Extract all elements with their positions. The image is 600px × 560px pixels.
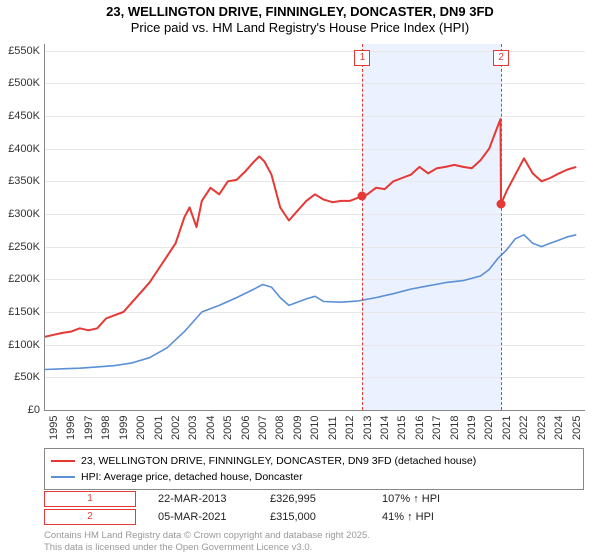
x-tick-label: 2000 — [135, 416, 147, 440]
x-tick-label: 1998 — [100, 416, 112, 440]
legend-item-price: 23, WELLINGTON DRIVE, FINNINGLEY, DONCAS… — [51, 453, 577, 469]
sale-vertical-line — [362, 44, 363, 410]
sale-marker-label: 1 — [354, 50, 370, 66]
x-tick-label: 2005 — [222, 416, 234, 440]
series-price — [45, 119, 576, 337]
sale-row-idx: 1 — [44, 491, 136, 507]
sale-row-date: 22-MAR-2013 — [158, 493, 248, 505]
credits: Contains HM Land Registry data © Crown c… — [44, 530, 370, 554]
sale-row-price: £326,995 — [270, 493, 360, 505]
chart-svg — [45, 44, 585, 410]
y-tick-label: £250K — [0, 241, 40, 253]
y-tick-label: £0 — [0, 404, 40, 416]
x-tick-label: 1996 — [65, 416, 77, 440]
title-line-1: 23, WELLINGTON DRIVE, FINNINGLEY, DONCAS… — [0, 4, 600, 20]
chart-title: 23, WELLINGTON DRIVE, FINNINGLEY, DONCAS… — [0, 0, 600, 37]
x-tick-label: 2021 — [501, 416, 513, 440]
sale-records: 1 22-MAR-2013 £326,995 107% ↑ HPI 2 05-MAR-20… — [44, 490, 472, 526]
x-tick-label: 2015 — [396, 416, 408, 440]
chart-legend: 23, WELLINGTON DRIVE, FINNINGLEY, DONCAS… — [44, 448, 584, 490]
legend-label-price: 23, WELLINGTON DRIVE, FINNINGLEY, DONCAS… — [81, 455, 476, 467]
sale-row: 2 05-MAR-2021 £315,000 41% ↑ HPI — [44, 508, 472, 526]
x-tick-label: 2006 — [240, 416, 252, 440]
x-tick-label: 2002 — [170, 416, 182, 440]
y-tick-label: £50K — [0, 371, 40, 383]
sale-row-pct: 41% ↑ HPI — [382, 511, 472, 523]
x-tick-label: 2017 — [431, 416, 443, 440]
x-tick-label: 2020 — [483, 416, 495, 440]
sale-row-pct: 107% ↑ HPI — [382, 493, 472, 505]
y-tick-label: £150K — [0, 306, 40, 318]
x-tick-label: 2023 — [536, 416, 548, 440]
y-tick-label: £350K — [0, 175, 40, 187]
sale-row-price: £315,000 — [270, 511, 360, 523]
sale-row: 1 22-MAR-2013 £326,995 107% ↑ HPI — [44, 490, 472, 508]
x-tick-label: 1995 — [48, 416, 60, 440]
x-tick-label: 2018 — [449, 416, 461, 440]
x-tick-label: 2019 — [466, 416, 478, 440]
x-tick-label: 1999 — [118, 416, 130, 440]
y-tick-label: £300K — [0, 208, 40, 220]
credits-line-2: This data is licensed under the Open Gov… — [44, 542, 370, 554]
x-tick-label: 2024 — [553, 416, 565, 440]
y-tick-label: £550K — [0, 45, 40, 57]
sale-row-idx: 2 — [44, 509, 136, 525]
legend-swatch-hpi — [51, 476, 75, 478]
sale-point — [358, 192, 367, 201]
x-tick-label: 2008 — [274, 416, 286, 440]
y-tick-label: £100K — [0, 339, 40, 351]
x-tick-label: 2025 — [571, 416, 583, 440]
series-hpi — [45, 235, 576, 370]
x-tick-label: 1997 — [83, 416, 95, 440]
x-tick-label: 2016 — [414, 416, 426, 440]
legend-item-hpi: HPI: Average price, detached house, Donc… — [51, 469, 577, 485]
x-tick-label: 2004 — [205, 416, 217, 440]
x-tick-label: 2013 — [362, 416, 374, 440]
x-tick-label: 2012 — [344, 416, 356, 440]
x-tick-label: 2003 — [187, 416, 199, 440]
x-tick-label: 2010 — [309, 416, 321, 440]
arrow-up-icon: ↑ — [407, 511, 413, 523]
title-line-2: Price paid vs. HM Land Registry's House … — [0, 20, 600, 36]
x-tick-label: 2022 — [518, 416, 530, 440]
sale-vertical-line — [501, 44, 502, 410]
arrow-up-icon: ↑ — [413, 493, 419, 505]
chart-plot-area: 12 — [44, 44, 585, 411]
x-tick-label: 2001 — [153, 416, 165, 440]
x-tick-label: 2011 — [327, 416, 339, 440]
x-tick-label: 2014 — [379, 416, 391, 440]
y-tick-label: £500K — [0, 77, 40, 89]
y-tick-label: £400K — [0, 143, 40, 155]
sale-point — [497, 200, 506, 209]
legend-label-hpi: HPI: Average price, detached house, Donc… — [81, 471, 303, 483]
x-tick-label: 2009 — [292, 416, 304, 440]
sale-row-date: 05-MAR-2021 — [158, 511, 248, 523]
legend-swatch-price — [51, 460, 75, 462]
y-tick-label: £200K — [0, 273, 40, 285]
sale-marker-label: 2 — [493, 50, 509, 66]
y-tick-label: £450K — [0, 110, 40, 122]
credits-line-1: Contains HM Land Registry data © Crown c… — [44, 530, 370, 542]
x-tick-label: 2007 — [257, 416, 269, 440]
